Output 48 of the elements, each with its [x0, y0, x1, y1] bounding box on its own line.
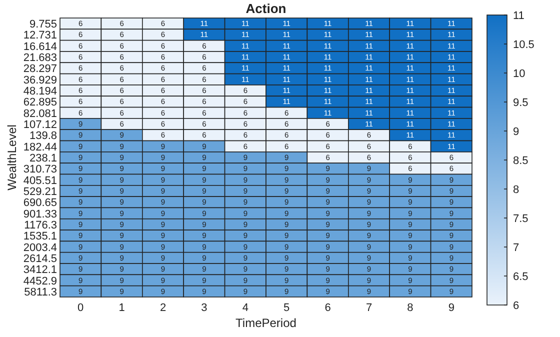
x-tick-label: 0 [78, 302, 84, 314]
color-bar-label: 8 [513, 184, 520, 196]
x-tick-label: 8 [407, 302, 414, 314]
y-tick-label: 3412.1 [23, 264, 57, 276]
color-bar-label: 6.5 [513, 271, 528, 283]
y-tick-label: 28.297 [23, 63, 57, 76]
x-tick-label: 5 [284, 302, 290, 314]
y-tick-label: 690.65 [23, 197, 57, 210]
y-tick-label: 139.8 [29, 130, 57, 142]
y-tick-label: 310.73 [23, 164, 57, 176]
x-tick-label: 1 [118, 302, 125, 314]
y-tick-label: 238.1 [29, 152, 57, 164]
color-bar-label: 10.5 [513, 39, 534, 51]
color-bar-label: 7.5 [513, 213, 528, 225]
y-tick-label: 901.33 [23, 208, 57, 220]
y-tick-label: 405.51 [23, 174, 57, 187]
x-tick-label: 2 [160, 302, 166, 314]
x-tick-label: 4 [242, 302, 248, 314]
y-tick-label: 1535.1 [23, 230, 57, 243]
y-tick-label: 62.895 [23, 96, 57, 109]
y-tick-label: 529.21 [23, 186, 57, 198]
y-tick-label: 182.44 [23, 141, 57, 154]
x-tick-label: 6 [324, 302, 331, 314]
y-tick-label: 2614.5 [23, 252, 57, 265]
y-tick-label: 2003.4 [23, 242, 57, 254]
y-tick-label: 107.12 [23, 119, 57, 132]
color-bar-label: 9.5 [513, 97, 528, 109]
y-tick-label: 4452.9 [23, 275, 57, 288]
y-tick-label: 48.194 [23, 86, 57, 98]
y-tick-label: 16.614 [23, 40, 57, 53]
y-tick-label: 36.929 [23, 74, 57, 86]
x-axis-title: TimePeriod [236, 316, 296, 330]
x-tick-label: 7 [366, 302, 372, 314]
y-tick-label: 5811.3 [24, 286, 57, 298]
color-bar-label: 8.5 [513, 155, 528, 167]
y-tick-label: 9.755 [29, 18, 57, 31]
color-bar-label: 11 [513, 10, 524, 22]
color-bar-label: 7 [513, 242, 520, 254]
x-tick-label: 3 [201, 302, 208, 314]
color-bar-label: 9 [513, 126, 520, 138]
chart-title: Action [246, 1, 286, 16]
y-tick-label: 21.683 [23, 52, 57, 64]
x-tick-label: 9 [448, 302, 454, 314]
y-tick-label: 1176.3 [24, 219, 57, 232]
color-bar-label: 10 [513, 68, 526, 80]
y-axis-title: WealthLevel [5, 124, 19, 190]
y-tick-label: 82.081 [23, 108, 57, 120]
y-tick-label: 12.731 [23, 30, 57, 42]
